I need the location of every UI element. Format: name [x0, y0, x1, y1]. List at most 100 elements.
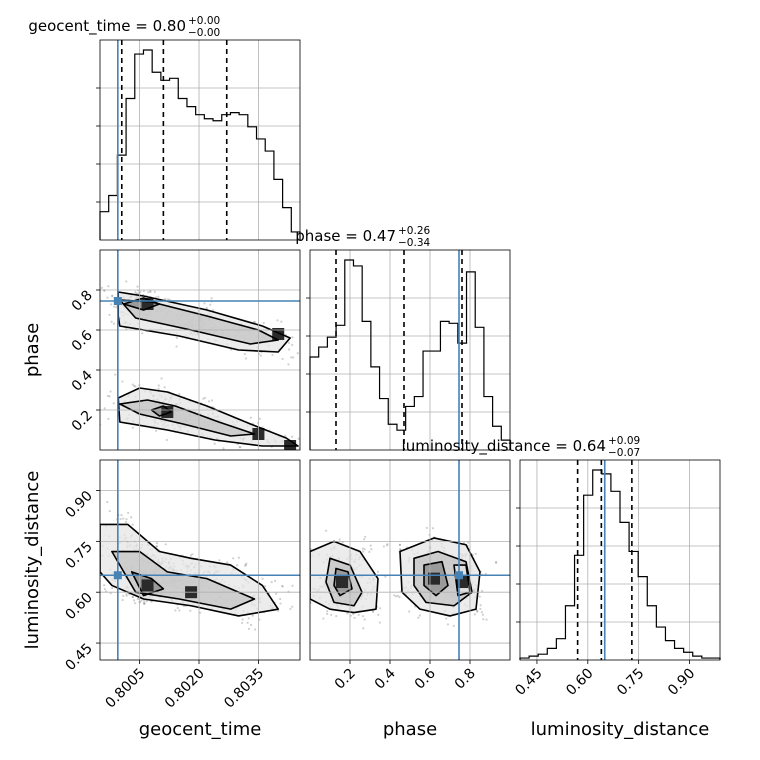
sample-point: [83, 517, 85, 519]
sample-point: [417, 616, 420, 619]
sample-point: [351, 612, 355, 616]
truth-marker: [455, 571, 463, 580]
sample-point: [112, 322, 116, 325]
sample-point: [482, 618, 485, 621]
sample-point: [143, 602, 146, 605]
sample-point: [281, 357, 284, 361]
y-tick-label: 0.8: [69, 288, 96, 315]
sample-point: [222, 447, 225, 450]
sample-point: [212, 309, 215, 312]
density-core: [284, 440, 297, 450]
sample-point: [398, 543, 402, 546]
sample-point: [305, 598, 307, 600]
sample-point: [91, 515, 93, 517]
x-tick-label: 0.4: [372, 665, 399, 692]
density-fill: [118, 388, 299, 446]
panel-frame: [99, 39, 301, 241]
sample-point: [335, 615, 338, 618]
y-tick-label: 0.45: [62, 641, 95, 674]
x-tick-label: 0.75: [614, 666, 647, 699]
sample-point: [121, 598, 124, 602]
x-axis-label-phase: phase: [383, 719, 437, 740]
panel-grid: [100, 460, 300, 660]
sample-point: [203, 302, 206, 305]
sample-point: [133, 602, 137, 605]
contour-line: [413, 550, 473, 607]
sample-point: [244, 563, 247, 567]
sample-point: [106, 296, 109, 299]
sample-point: [189, 554, 193, 557]
sample-point: [131, 523, 134, 526]
sample-point: [363, 618, 366, 621]
sample-point: [88, 522, 90, 524]
x-tick-label: 0.8: [452, 666, 479, 693]
sample-point: [289, 607, 292, 610]
sample-point: [251, 614, 254, 617]
x-tick-label: 0.90: [665, 666, 698, 699]
sample-point: [408, 610, 411, 613]
sample-point: [83, 576, 85, 578]
sample-point: [399, 548, 402, 551]
sample-point: [291, 336, 294, 339]
title-upper-error: +0.09: [608, 435, 640, 447]
sample-point: [133, 384, 136, 388]
sample-point: [131, 595, 134, 599]
histogram-geocent_time: [99, 49, 301, 240]
contour-line: [100, 523, 280, 617]
x-tick-label: 0.8035: [221, 666, 267, 712]
sample-point: [244, 357, 248, 360]
sample-point: [166, 298, 169, 301]
sample-point: [125, 280, 128, 283]
sample-point: [386, 544, 389, 547]
panel-frame: [99, 249, 301, 451]
sample-point: [307, 549, 309, 551]
sample-point: [476, 610, 479, 613]
sample-point: [291, 605, 294, 608]
sample-point: [274, 579, 277, 583]
sample-point: [382, 545, 385, 548]
sample-point: [478, 595, 481, 598]
x-tick-label: 0.6: [412, 665, 439, 692]
sample-point: [276, 609, 280, 612]
sample-point: [361, 615, 365, 618]
sample-point: [136, 598, 139, 601]
sample-point: [466, 541, 470, 544]
panel-grid: [100, 250, 300, 450]
sample-point: [149, 290, 152, 293]
sample-point: [325, 529, 328, 532]
panel-grid: [520, 460, 720, 660]
sample-point: [176, 606, 179, 610]
contour-line: [117, 387, 299, 447]
sample-point: [370, 548, 373, 551]
contour-line: [117, 291, 291, 353]
sample-point: [111, 294, 114, 297]
y-axis-label-phase: phase: [22, 323, 43, 377]
title-lower-error: −0.34: [398, 237, 430, 249]
sample-point: [157, 387, 160, 390]
sample-point: [127, 511, 130, 514]
sample-point: [480, 611, 483, 614]
sample-point: [376, 570, 380, 573]
sample-point: [249, 416, 252, 419]
y-tick-label: 0.60: [62, 590, 95, 623]
sample-point: [103, 584, 106, 587]
contour-line: [399, 537, 481, 617]
sample-point: [97, 317, 99, 319]
sample-point: [363, 548, 366, 551]
panel-title-text: geocent_time = 0.80: [28, 17, 186, 36]
sample-point: [155, 545, 159, 548]
sample-point: [205, 306, 208, 310]
sample-point: [291, 343, 294, 346]
sample-point: [136, 285, 139, 288]
panel-grid: [100, 40, 300, 240]
sample-point: [371, 610, 375, 613]
sample-point: [330, 613, 333, 616]
sample-point: [275, 592, 278, 595]
sample-point: [163, 386, 166, 389]
panel-frame: [309, 459, 511, 661]
panel-title-luminosity_distance: luminosity_distance = 0.64 +0.09−0.07: [402, 435, 641, 459]
sample-point: [279, 602, 282, 605]
contour-line: [150, 405, 173, 417]
sample-point: [276, 319, 279, 322]
